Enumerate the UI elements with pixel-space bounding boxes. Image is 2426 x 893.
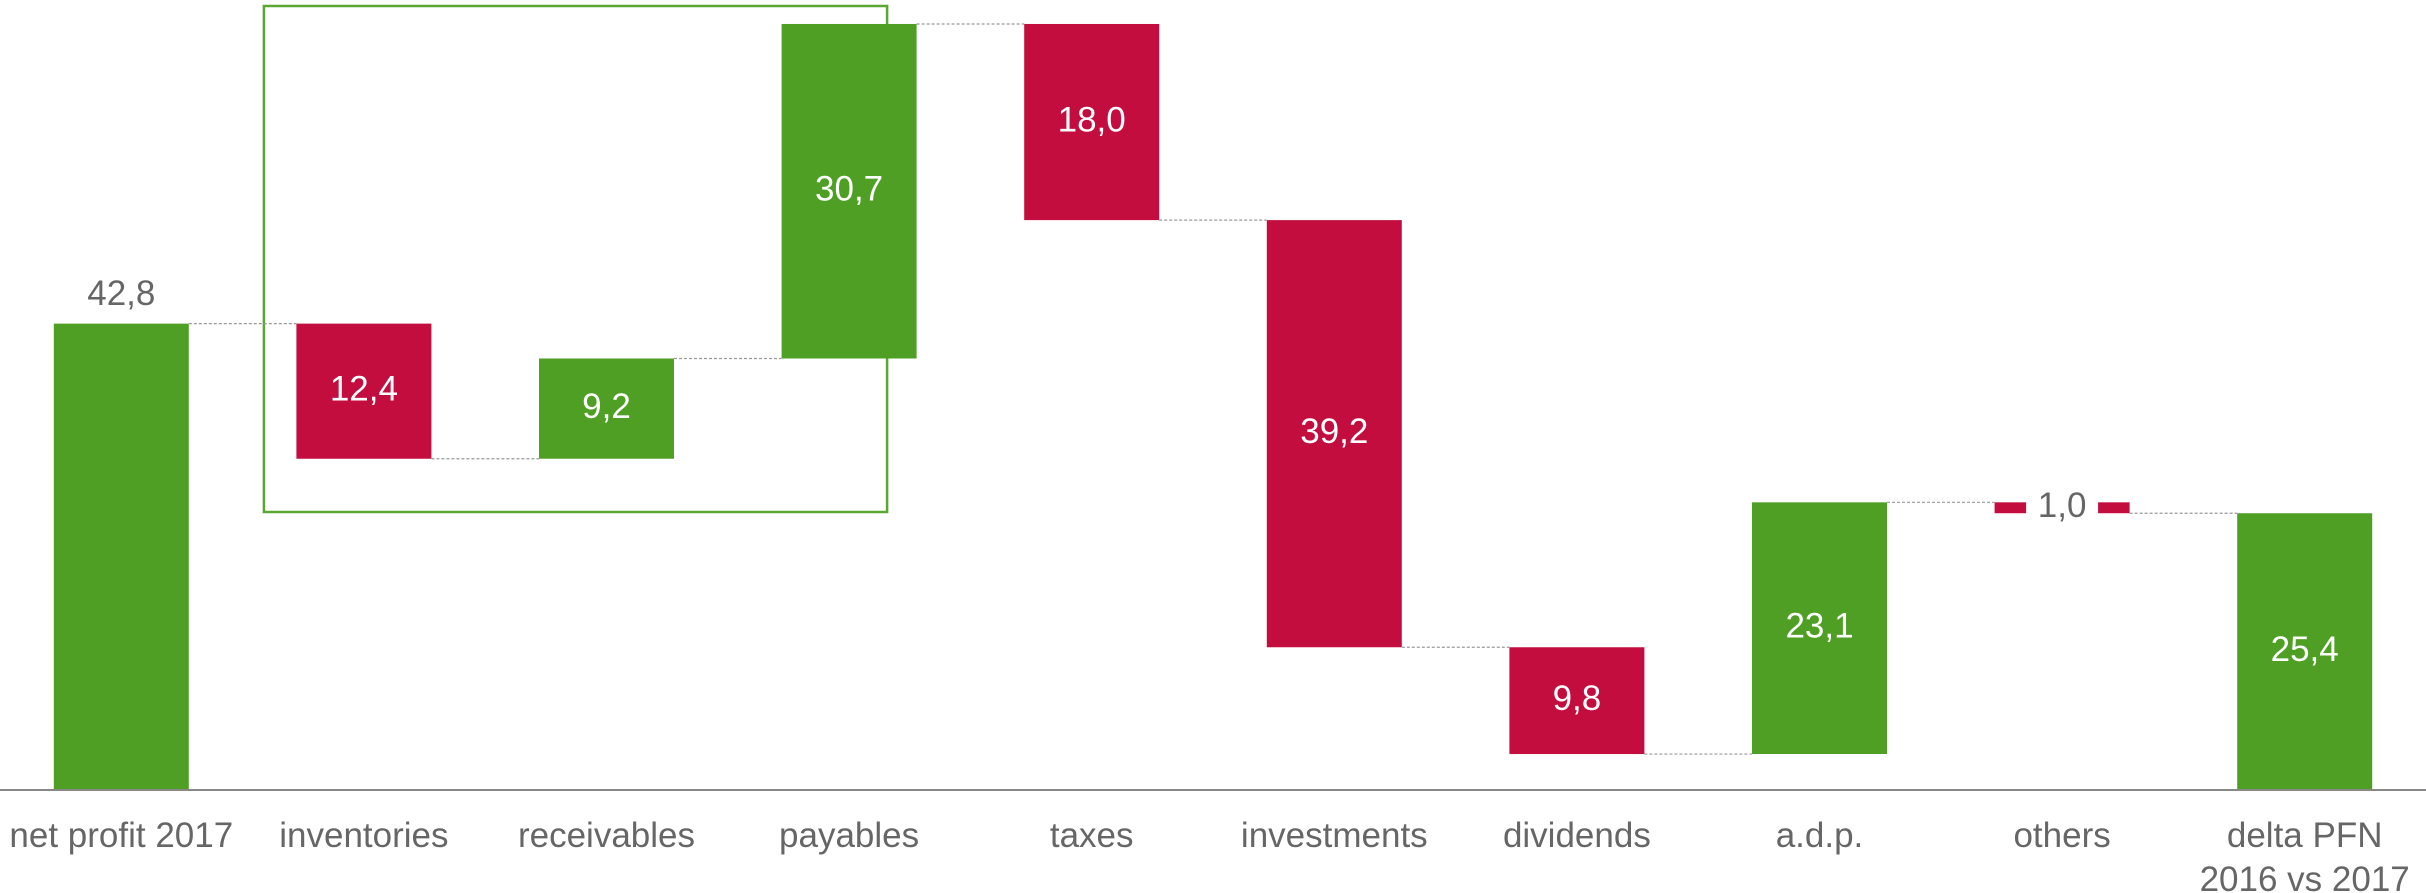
x-tick-label: delta PFN 2016 vs 2017	[2199, 816, 2410, 893]
label-backdrop	[2026, 487, 2099, 528]
bar	[539, 358, 674, 459]
x-tick-label: investments	[1240, 816, 1428, 855]
data-label: 9,2	[582, 387, 631, 426]
data-label: 1,0	[2038, 486, 2087, 525]
data-label: 30,7	[815, 169, 883, 208]
x-tick-label: net profit 2017	[9, 816, 234, 855]
data-label: 23,1	[1785, 606, 1853, 645]
data-label: 25,4	[2271, 630, 2339, 669]
bar	[53, 323, 189, 790]
bar	[296, 323, 432, 459]
data-label: 18,0	[1058, 100, 1126, 139]
data-label: 42,8	[87, 274, 155, 313]
bar	[1266, 220, 1402, 648]
data-label: 39,2	[1300, 412, 1368, 451]
bar	[781, 23, 917, 359]
x-tick-label: receivables	[517, 816, 696, 855]
bar	[2237, 513, 2373, 790]
data-label: 12,4	[330, 369, 398, 408]
x-tick-label: payables	[779, 816, 920, 855]
x-tick-label: a.d.p.	[1775, 816, 1864, 855]
x-tick-label: others	[2013, 816, 2111, 855]
data-label: 9,8	[1553, 679, 1602, 718]
x-tick-label: taxes	[1049, 816, 1134, 855]
bar	[1024, 23, 1160, 221]
x-tick-label: dividends	[1502, 816, 1651, 855]
bar	[1752, 502, 1887, 755]
bar	[1509, 647, 1645, 755]
x-tick-label: inventories	[279, 816, 449, 855]
